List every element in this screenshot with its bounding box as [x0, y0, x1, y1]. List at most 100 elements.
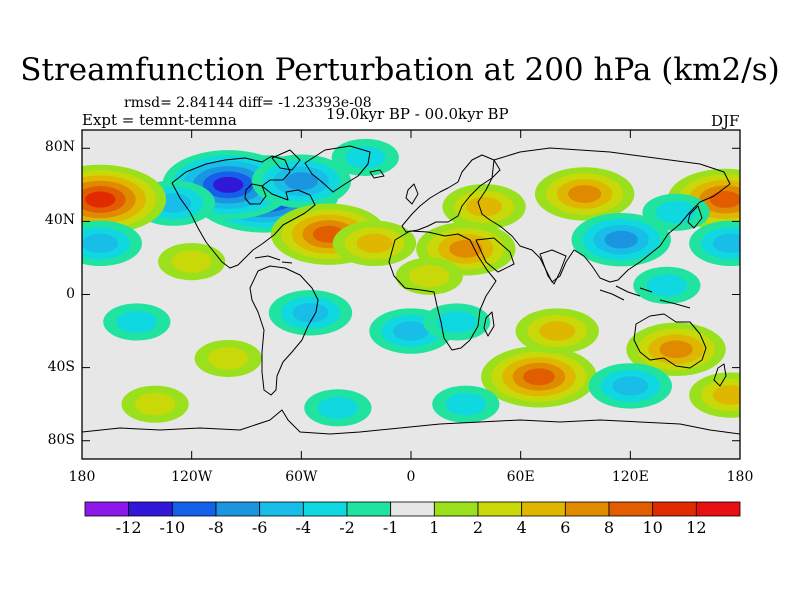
- contour-east-pacific-high: [171, 250, 212, 273]
- colorbar-box: [215, 501, 261, 517]
- coast-japan: [687, 205, 703, 229]
- feature-south-pacific-low: [103, 303, 171, 341]
- colorbar-label: 2: [472, 518, 484, 537]
- feature-brazil-low: [268, 290, 353, 336]
- period-label: 19.0kyr BP - 00.0kyr BP: [326, 105, 509, 123]
- lat-label: 40N: [44, 212, 75, 229]
- coast-hudson-bay: [244, 183, 267, 205]
- stats-text: rmsd= 2.84144 diff= -1.23393e-08: [124, 95, 372, 111]
- feature-dateline-low: [689, 220, 740, 267]
- feature-east-atlantic-high: [332, 220, 417, 267]
- colorbar-label: -6: [251, 518, 268, 537]
- lon-label: 60E: [506, 469, 535, 485]
- feature-maritime-low: [633, 266, 701, 304]
- coast-indonesia: [599, 285, 691, 309]
- feature-tasman-high: [689, 372, 740, 418]
- colorbar-label: -12: [115, 518, 142, 537]
- coast-baffin: [271, 149, 301, 171]
- feature-greenland-low: [331, 138, 399, 177]
- feature-se-pacific-high: [194, 339, 262, 378]
- contour-brazil-low: [292, 303, 329, 323]
- contour-south-pacific-low: [116, 310, 158, 334]
- colorbar-box: [346, 501, 392, 517]
- feature-southern-africa-low: [423, 303, 491, 341]
- colorbar-box: [433, 501, 479, 517]
- feature-siberian-high: [534, 167, 635, 221]
- coast-north-america: [171, 155, 316, 269]
- feature-aleutian-high: [82, 164, 167, 235]
- coast-australia: [633, 313, 707, 369]
- contour-aleutian-high: [85, 191, 116, 208]
- lat-label: 0: [66, 285, 75, 302]
- feature-sahara-high: [395, 257, 463, 295]
- coast-madagascar: [483, 311, 495, 337]
- coast-iceland: [369, 169, 385, 179]
- feature-nw-pacific-low: [642, 193, 710, 231]
- colorbar-box: [608, 501, 654, 517]
- colorbar-box: [652, 501, 697, 517]
- lon-label: 60W: [285, 469, 318, 485]
- feature-south-indian-high: [515, 308, 599, 354]
- lon-label: 120E: [611, 469, 649, 485]
- contour-south-indian-high: [539, 321, 576, 341]
- experiment-label: Expt = temnt-temna: [82, 111, 237, 129]
- colorbar-box: [390, 501, 435, 517]
- contour-southern-ocean-low: [612, 376, 649, 396]
- colorbar-label: 6: [560, 518, 571, 537]
- coast-antarctica: [82, 409, 740, 435]
- feature-western-eurasia-high: [442, 184, 526, 230]
- colorbar-label: -2: [339, 518, 355, 537]
- contour-east-atlantic-high: [356, 233, 393, 254]
- feature-weddell-low: [304, 389, 372, 427]
- feature-east-asia-low: [571, 212, 671, 267]
- colorbar-label: -8: [208, 518, 224, 537]
- contour-east-asia-low: [604, 230, 638, 249]
- coast-arabia: [475, 237, 515, 273]
- coast-caribbean: [254, 255, 293, 264]
- contour-arabia-high: [449, 239, 483, 258]
- contour-indian-ocean-high: [523, 368, 555, 386]
- contour-se-pacific-high: [208, 347, 249, 370]
- colorbar-label: -1: [382, 518, 399, 537]
- colorbar-label: -10: [159, 518, 186, 537]
- coastlines: [82, 145, 740, 435]
- contour-sw-indian-low: [445, 392, 487, 416]
- colorbar-box: [259, 501, 304, 517]
- contour-labrador-low: [284, 172, 318, 191]
- lon-label: 180: [726, 469, 754, 485]
- lon-label: 0: [406, 469, 416, 485]
- contour-south-atlantic-low: [393, 321, 429, 341]
- feature-indian-ocean-high: [481, 346, 597, 408]
- contour-greenland-low: [345, 146, 386, 169]
- contour-tasman-high: [712, 385, 740, 405]
- contour-maritime-low: [646, 274, 688, 297]
- contour-australia-high: [659, 340, 693, 359]
- coast-india: [539, 249, 567, 285]
- colorbar: [84, 501, 741, 517]
- axis-ticks: [81, 130, 741, 459]
- coast-britain: [405, 183, 419, 205]
- colorbar-box: [302, 501, 348, 517]
- colorbar-label: -4: [295, 518, 312, 537]
- colorbar-box: [521, 501, 566, 517]
- feature-southern-ocean-low: [588, 363, 673, 409]
- coast-europe: [401, 154, 501, 233]
- contour-canada-low: [213, 176, 244, 193]
- feature-amundsen-high: [121, 385, 189, 423]
- coast-asia: [477, 147, 731, 283]
- colorbar-label: 8: [603, 518, 615, 537]
- lon-label: 180: [68, 469, 96, 485]
- lat-label: 80N: [44, 139, 75, 156]
- contour-nw-pacific-low: [655, 201, 697, 224]
- colorbar-box: [564, 501, 610, 517]
- colorbar-box: [128, 501, 173, 517]
- contour-central-pacific-low: [82, 233, 119, 254]
- feature-central-pacific-low: [82, 220, 142, 267]
- coast-greenland: [304, 145, 371, 193]
- contour-amundsen-high: [134, 392, 176, 416]
- lon-label: 120W: [171, 469, 213, 485]
- contour-southern-africa-low: [436, 310, 477, 334]
- colorbar-box: [171, 501, 217, 517]
- colorbar-box: [477, 501, 523, 517]
- streamfunction-field: [82, 138, 740, 427]
